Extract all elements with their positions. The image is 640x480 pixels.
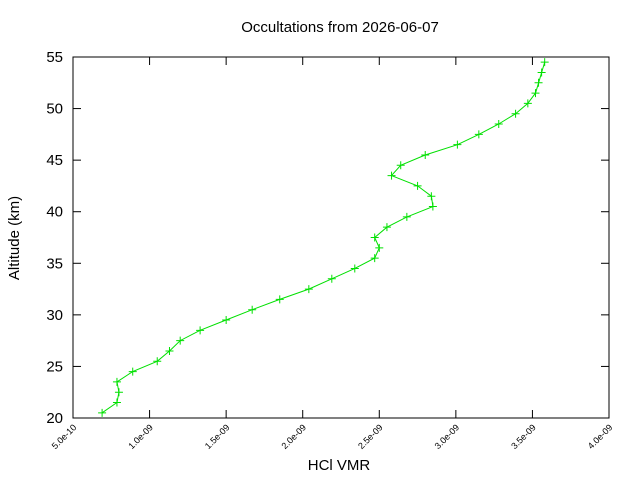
- point-marker: [494, 120, 503, 129]
- point-marker: [128, 367, 137, 376]
- point-marker: [112, 377, 121, 386]
- point-marker: [427, 192, 436, 201]
- chart-title: Occultations from 2026-06-07: [241, 19, 439, 36]
- point-marker: [534, 78, 543, 87]
- point-marker: [370, 233, 379, 242]
- y-tick-label: 55: [46, 49, 63, 66]
- point-marker: [176, 336, 185, 345]
- point-marker: [413, 181, 422, 190]
- point-marker: [370, 254, 379, 263]
- x-axis-label: HCl VMR: [308, 457, 371, 474]
- point-marker: [112, 398, 121, 407]
- point-marker: [153, 357, 162, 366]
- y-tick-label: 45: [46, 152, 63, 169]
- point-marker: [165, 346, 174, 355]
- point-marker: [327, 274, 336, 283]
- point-marker: [304, 285, 313, 294]
- point-marker: [387, 171, 396, 180]
- y-tick-label: 40: [46, 204, 63, 221]
- point-marker: [222, 316, 231, 325]
- y-tick-label: 20: [46, 410, 63, 427]
- point-marker: [511, 109, 520, 118]
- point-marker: [350, 264, 359, 273]
- point-marker: [453, 140, 462, 149]
- point-marker: [114, 388, 123, 397]
- y-axis-label: Altitude (km): [6, 196, 23, 280]
- point-marker: [196, 326, 205, 335]
- point-marker: [474, 130, 483, 139]
- point-marker: [375, 243, 384, 252]
- y-tick-label: 35: [46, 255, 63, 272]
- point-marker: [402, 212, 411, 221]
- y-tick-label: 25: [46, 358, 63, 375]
- point-marker: [98, 408, 107, 417]
- point-marker: [428, 202, 437, 211]
- point-marker: [382, 223, 391, 232]
- point-marker: [275, 295, 284, 304]
- y-tick-label: 30: [46, 307, 63, 324]
- plot-frame: [72, 56, 610, 419]
- point-marker: [537, 68, 546, 77]
- point-marker: [531, 89, 540, 98]
- point-marker: [248, 305, 257, 314]
- point-marker: [523, 99, 532, 108]
- point-marker: [540, 58, 549, 67]
- point-marker: [421, 150, 430, 159]
- y-tick-label: 50: [46, 101, 63, 118]
- point-marker: [396, 161, 405, 170]
